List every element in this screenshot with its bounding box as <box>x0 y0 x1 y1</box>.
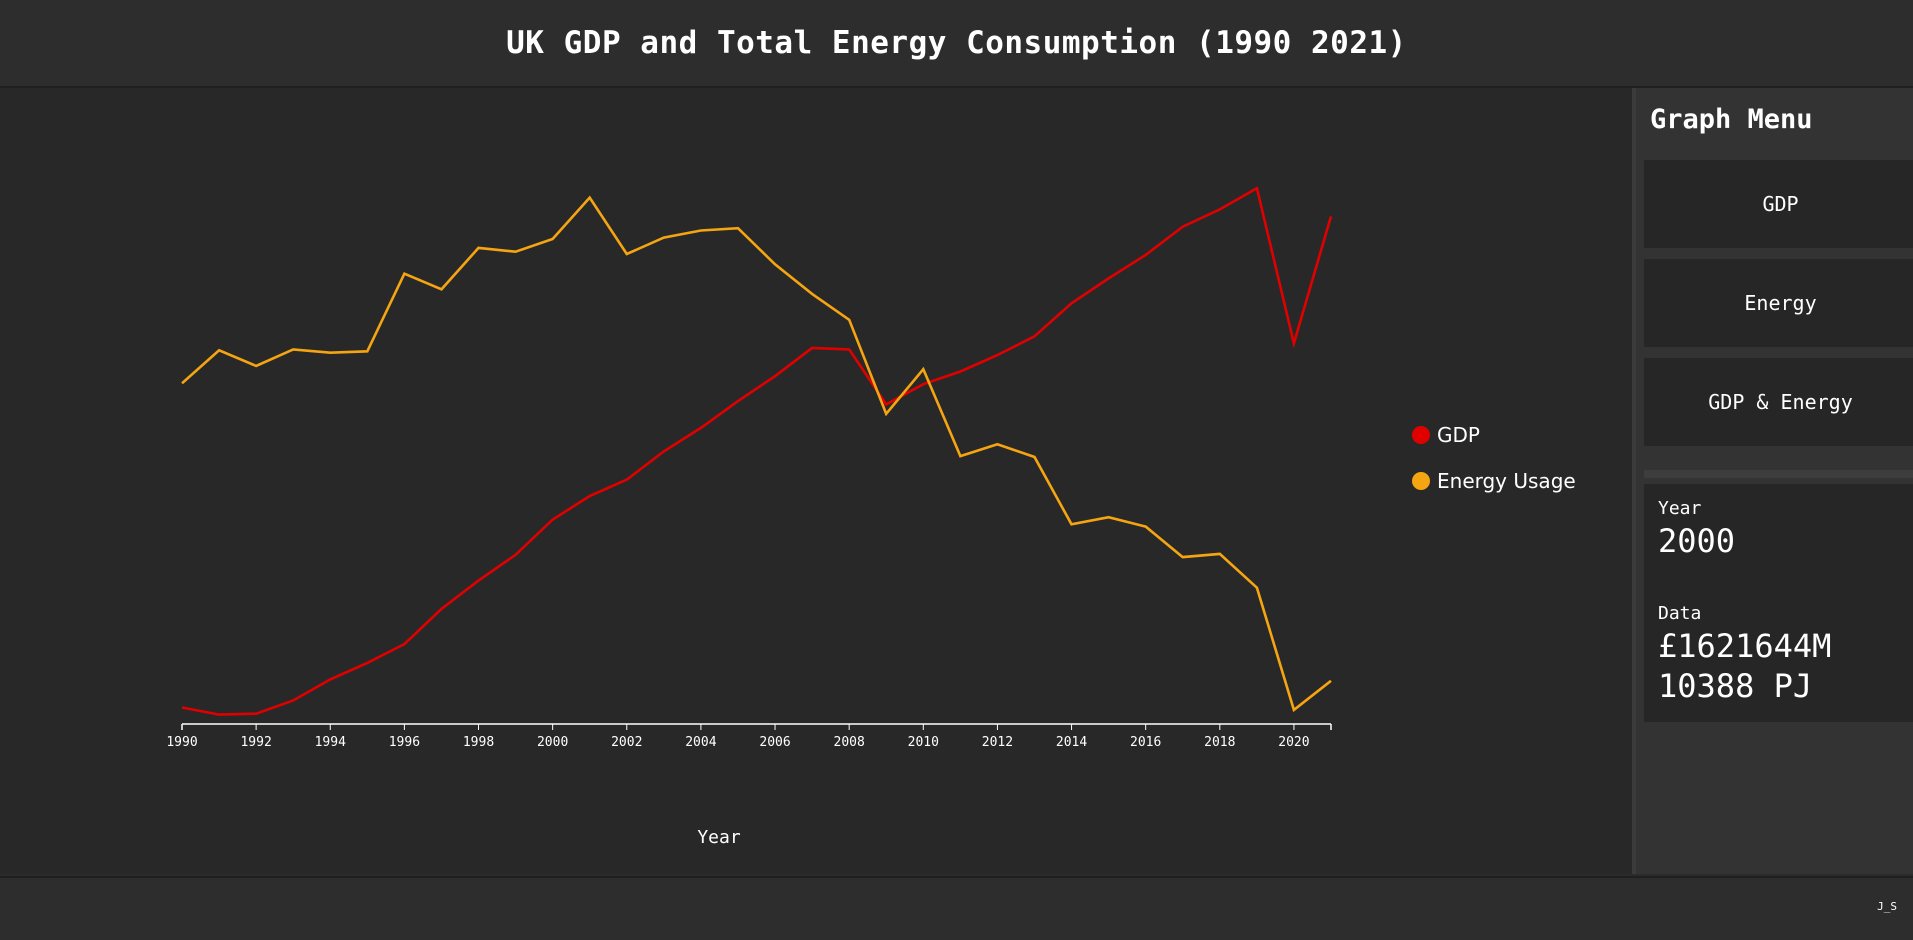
energy-button[interactable]: Energy <box>1644 259 1913 347</box>
year-label: Year <box>1658 498 1702 519</box>
legend-gdp-label: GDP <box>1437 423 1480 447</box>
x-tick-label: 1994 <box>315 735 346 750</box>
x-tick-label: 2012 <box>982 735 1013 750</box>
x-tick-label: 2020 <box>1278 735 1309 750</box>
x-tick-label: 2016 <box>1130 735 1161 750</box>
x-tick-label: 1990 <box>166 735 197 750</box>
x-tick-label: 1998 <box>463 735 494 750</box>
x-tick-label: 2002 <box>611 735 642 750</box>
x-tick-label: 2010 <box>908 735 939 750</box>
x-tick-label: 2000 <box>537 735 568 750</box>
year-value: 2000 <box>1658 522 1736 560</box>
gdp-button[interactable]: GDP <box>1644 160 1913 248</box>
sidebar-divider <box>1644 470 1913 478</box>
data-readout-panel: Year 2000 Data £1621644M 10388 PJ <box>1644 484 1913 722</box>
header-bar: UK GDP and Total Energy Consumption (199… <box>0 0 1913 88</box>
x-tick-label: 2008 <box>834 735 865 750</box>
chart-panel: 1990 1992 1994 1996 1998 2000 2002 2004 2006 2008… <box>0 88 1632 874</box>
page-title: UK GDP and Total Energy Consumption (199… <box>506 25 1407 61</box>
x-tick-label: 1996 <box>389 735 420 750</box>
gdp-value: £1621644M <box>1658 627 1832 665</box>
x-axis-title: Year <box>697 827 741 848</box>
line-chart: 1990 1992 1994 1996 1998 2000 2002 2004 2006 2008… <box>166 186 1576 848</box>
x-tick-label: 2006 <box>759 735 790 750</box>
legend-gdp-marker <box>1412 426 1430 444</box>
data-label: Data <box>1658 603 1702 624</box>
gdp-and-energy-button[interactable]: GDP & Energy <box>1644 358 1913 446</box>
energy-series-line <box>181 195 1332 713</box>
graph-menu-title: Graph Menu <box>1650 104 1813 135</box>
footer-credit: J_S <box>1877 900 1897 913</box>
x-tick-label: 2004 <box>685 735 716 750</box>
legend-energy-marker <box>1412 472 1430 490</box>
x-tick-label: 2014 <box>1056 735 1087 750</box>
gdp-series-line <box>181 186 1333 716</box>
footer-bar: J_S <box>0 876 1913 940</box>
energy-value: 10388 PJ <box>1658 667 1813 705</box>
x-tick-label: 1992 <box>240 735 271 750</box>
x-tick-label: 2018 <box>1204 735 1235 750</box>
legend-energy-label: Energy Usage <box>1437 469 1576 493</box>
graph-menu-sidebar: Graph Menu GDP Energy GDP & Energy Year … <box>1632 88 1913 874</box>
